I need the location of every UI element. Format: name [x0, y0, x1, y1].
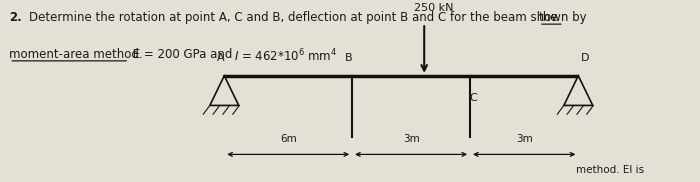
- Text: E = 200 GPa and: E = 200 GPa and: [130, 48, 237, 61]
- Text: 250 kN: 250 kN: [414, 3, 454, 13]
- Text: method. EI is: method. EI is: [575, 165, 644, 175]
- Text: A: A: [217, 54, 225, 64]
- Text: $I$ = 462*10$^6$ mm$^4$: $I$ = 462*10$^6$ mm$^4$: [234, 48, 337, 64]
- Text: 6m: 6m: [280, 134, 297, 144]
- Text: Determine the rotation at point A, C and B, deflection at point B and C for the : Determine the rotation at point A, C and…: [29, 11, 590, 24]
- Text: 2.: 2.: [9, 11, 22, 24]
- Text: moment-area method.: moment-area method.: [9, 48, 143, 61]
- Text: C: C: [470, 93, 477, 103]
- Text: 3m: 3m: [516, 134, 533, 144]
- Text: the: the: [539, 11, 559, 24]
- Text: 3m: 3m: [402, 134, 419, 144]
- Text: D: D: [580, 54, 589, 64]
- Text: B: B: [345, 54, 353, 64]
